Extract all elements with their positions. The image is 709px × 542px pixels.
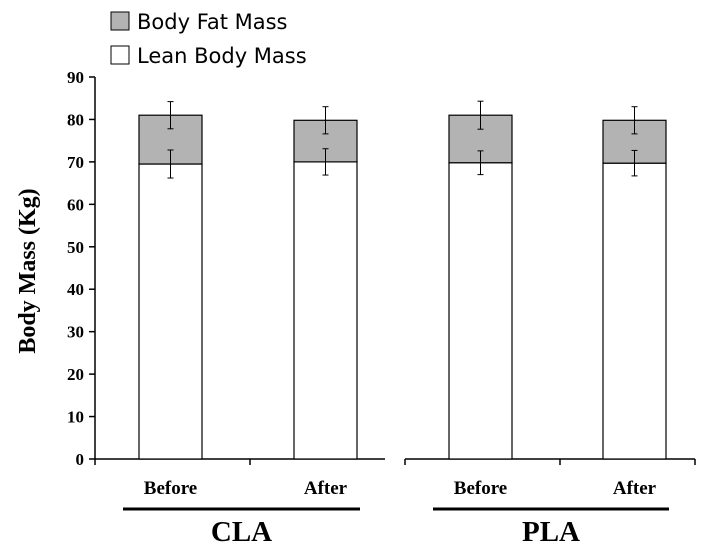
- error-bar-lean-body-mass-2: [477, 150, 484, 176]
- y-tick-label: 70: [67, 153, 84, 172]
- bar-lean-body-mass-1: [293, 161, 358, 460]
- category-label-before: Before: [454, 478, 507, 499]
- group-label-pla: PLA: [522, 516, 580, 542]
- y-tick-label: 90: [67, 68, 84, 87]
- error-bar-body-fat-mass-2: [477, 100, 484, 130]
- bar-lean-body-mass-3: [602, 162, 667, 460]
- category-labels: Before After Before After: [144, 478, 657, 499]
- error-bar-body-fat-mass-1: [322, 106, 329, 135]
- error-bars: [167, 100, 638, 179]
- error-bar-lean-body-mass-1: [322, 148, 329, 176]
- y-tick-label: 30: [67, 323, 84, 342]
- y-tick-label: 10: [67, 408, 84, 427]
- legend-label-lean-body-mass: Lean Body Mass: [137, 44, 307, 68]
- y-tick-label: 40: [67, 280, 84, 299]
- legend-swatch-body-fat-mass: [110, 11, 130, 31]
- category-label-after: After: [304, 478, 348, 499]
- legend: Body Fat Mass Lean Body Mass: [110, 10, 307, 68]
- category-label-before: Before: [144, 478, 197, 499]
- y-tick-label: 20: [67, 365, 84, 384]
- y-axis-label: Body Mass (Kg): [15, 188, 41, 353]
- legend-label-body-fat-mass: Body Fat Mass: [137, 10, 288, 34]
- y-ticks: 0 10 20 30 40 50 60 70 80 90: [67, 68, 95, 469]
- bar-lean-body-mass-0: [138, 163, 203, 460]
- group-label-cla: CLA: [211, 516, 272, 542]
- y-tick-label: 50: [67, 238, 84, 257]
- error-bar-lean-body-mass-0: [167, 149, 174, 179]
- group-labels: CLA PLA: [123, 507, 669, 542]
- error-bar-lean-body-mass-3: [631, 149, 638, 177]
- bars: [138, 114, 667, 460]
- error-bar-body-fat-mass-3: [631, 106, 638, 135]
- category-label-after: After: [613, 478, 657, 499]
- y-tick-label: 0: [76, 450, 85, 469]
- y-tick-label: 80: [67, 110, 84, 129]
- error-bar-body-fat-mass-0: [167, 101, 174, 130]
- legend-swatch-lean-body-mass: [110, 45, 130, 65]
- y-tick-label: 60: [67, 195, 84, 214]
- bar-lean-body-mass-2: [448, 162, 513, 460]
